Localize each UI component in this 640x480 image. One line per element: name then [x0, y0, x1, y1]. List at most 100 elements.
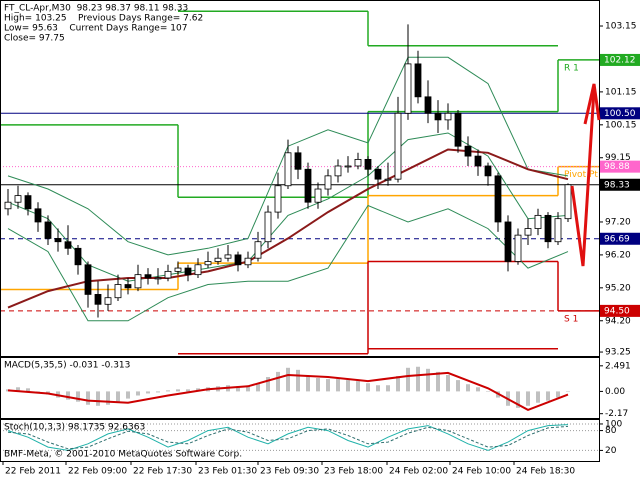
candle-body — [224, 254, 232, 259]
candle-body — [274, 185, 282, 213]
x-tick-label: 22 Feb 09:00 — [68, 467, 127, 477]
price-marker-label: 98.33 — [604, 180, 630, 190]
candle-body — [514, 234, 522, 262]
y-tick-label: 97.20 — [605, 217, 631, 227]
panel-title: FT_CL-Apr,M30 98.23 98.37 98.11 98.33 — [4, 4, 188, 14]
histogram-bar — [6, 389, 10, 392]
histogram-bar — [326, 379, 330, 392]
histogram-bar — [376, 385, 380, 392]
candle-body — [524, 228, 532, 236]
candle-body — [454, 112, 462, 147]
level-label: Pivot Pt — [564, 170, 598, 180]
candle-body — [174, 267, 182, 272]
histogram-bar — [546, 391, 550, 401]
histogram-bar — [126, 391, 130, 399]
panel: R 1 Pivot Pt S 1 — [0, 10, 600, 355]
candle-body — [94, 294, 102, 305]
candle-body — [44, 221, 52, 239]
candle-body — [4, 201, 12, 210]
candle-body — [14, 195, 22, 203]
price-marker-label: 100.50 — [604, 109, 636, 119]
histogram-bar — [406, 367, 410, 392]
x-tick-label: 22 Feb 17:30 — [133, 467, 192, 477]
candle-body — [494, 175, 502, 223]
price-marker-label: 94.50 — [604, 306, 630, 316]
histogram-bar — [536, 391, 540, 403]
candle-body — [284, 152, 292, 187]
series-line — [7, 425, 569, 450]
candle-body — [564, 184, 572, 220]
candle-body — [194, 264, 202, 276]
candle-body — [304, 168, 312, 203]
histogram-bar — [66, 391, 70, 400]
histogram-bar — [106, 391, 110, 405]
candle-body — [104, 297, 112, 305]
forecast-arrow — [570, 83, 601, 267]
histogram-bar — [76, 391, 80, 402]
candle-body — [204, 261, 212, 266]
y-tick-label: 96.20 — [605, 250, 631, 260]
series-line — [7, 148, 569, 309]
histogram-bar — [246, 386, 250, 392]
candle-body — [504, 221, 512, 262]
copyright: BMF-Meta, © 2001-2010 MetaQuotes Softwar… — [4, 450, 242, 460]
candle-body — [154, 277, 162, 280]
price-marker — [600, 304, 640, 317]
x-tick-label: 22 Feb 2011 — [5, 467, 61, 477]
candle-body — [364, 158, 372, 170]
level-label: R 1 — [564, 63, 579, 73]
histogram-bar — [96, 391, 100, 406]
candle-body — [214, 257, 222, 262]
histogram-bar — [186, 389, 190, 392]
candle-body — [34, 208, 42, 223]
histogram-bar — [316, 378, 320, 392]
x-tick-label: 23 Feb 01:30 — [198, 467, 257, 477]
candle-body — [384, 178, 392, 181]
candle-body — [404, 63, 412, 114]
histogram-bar — [146, 391, 150, 394]
candle-body — [544, 214, 552, 243]
candle-body — [264, 211, 272, 243]
histogram-bar — [86, 391, 90, 405]
price-marker — [600, 178, 640, 191]
y-tick-label: 101.15 — [605, 87, 637, 97]
price-marker-label: 98.88 — [604, 162, 630, 172]
series-line — [7, 204, 569, 322]
histogram-bar — [276, 371, 280, 392]
y-tick-label: 80 — [605, 426, 617, 436]
histogram-bar — [266, 377, 270, 392]
panel-border — [0, 419, 600, 462]
candle-body — [554, 218, 562, 243]
price-marker — [600, 232, 640, 245]
y-tick-label: -2.17 — [605, 409, 628, 419]
histogram-bar — [256, 383, 260, 392]
histogram-bar — [466, 384, 470, 392]
candle-body — [134, 274, 142, 289]
x-tick-label: 24 Feb 02:00 — [389, 467, 448, 477]
candle-body — [464, 145, 472, 157]
candle-body — [354, 158, 362, 167]
histogram-bar — [396, 375, 400, 392]
info-line: High= 103.25 Previous Days Range= 7.62 — [4, 14, 203, 24]
candle-body — [484, 165, 492, 177]
histogram-bar — [556, 391, 560, 398]
y-tick-label: 93.25 — [605, 348, 631, 358]
x-tick-label: 24 Feb 18:30 — [516, 467, 575, 477]
histogram-bar — [366, 383, 370, 392]
histogram-bar — [446, 374, 450, 392]
histogram-bar — [476, 387, 480, 392]
candle-body — [74, 247, 82, 266]
histogram-bar — [566, 391, 570, 392]
candle-body — [24, 195, 32, 210]
histogram-bar — [26, 388, 30, 392]
level-label: S 1 — [564, 314, 578, 324]
panel-title: MACD(5,35,5) -0.031 -0.313 — [4, 361, 130, 371]
candle-body — [124, 284, 132, 289]
candle-body — [234, 254, 242, 266]
histogram-bar — [456, 380, 460, 392]
candle-body — [164, 270, 172, 279]
histogram-bar — [526, 391, 530, 406]
histogram-bar — [286, 367, 290, 392]
histogram-bar — [426, 368, 430, 392]
